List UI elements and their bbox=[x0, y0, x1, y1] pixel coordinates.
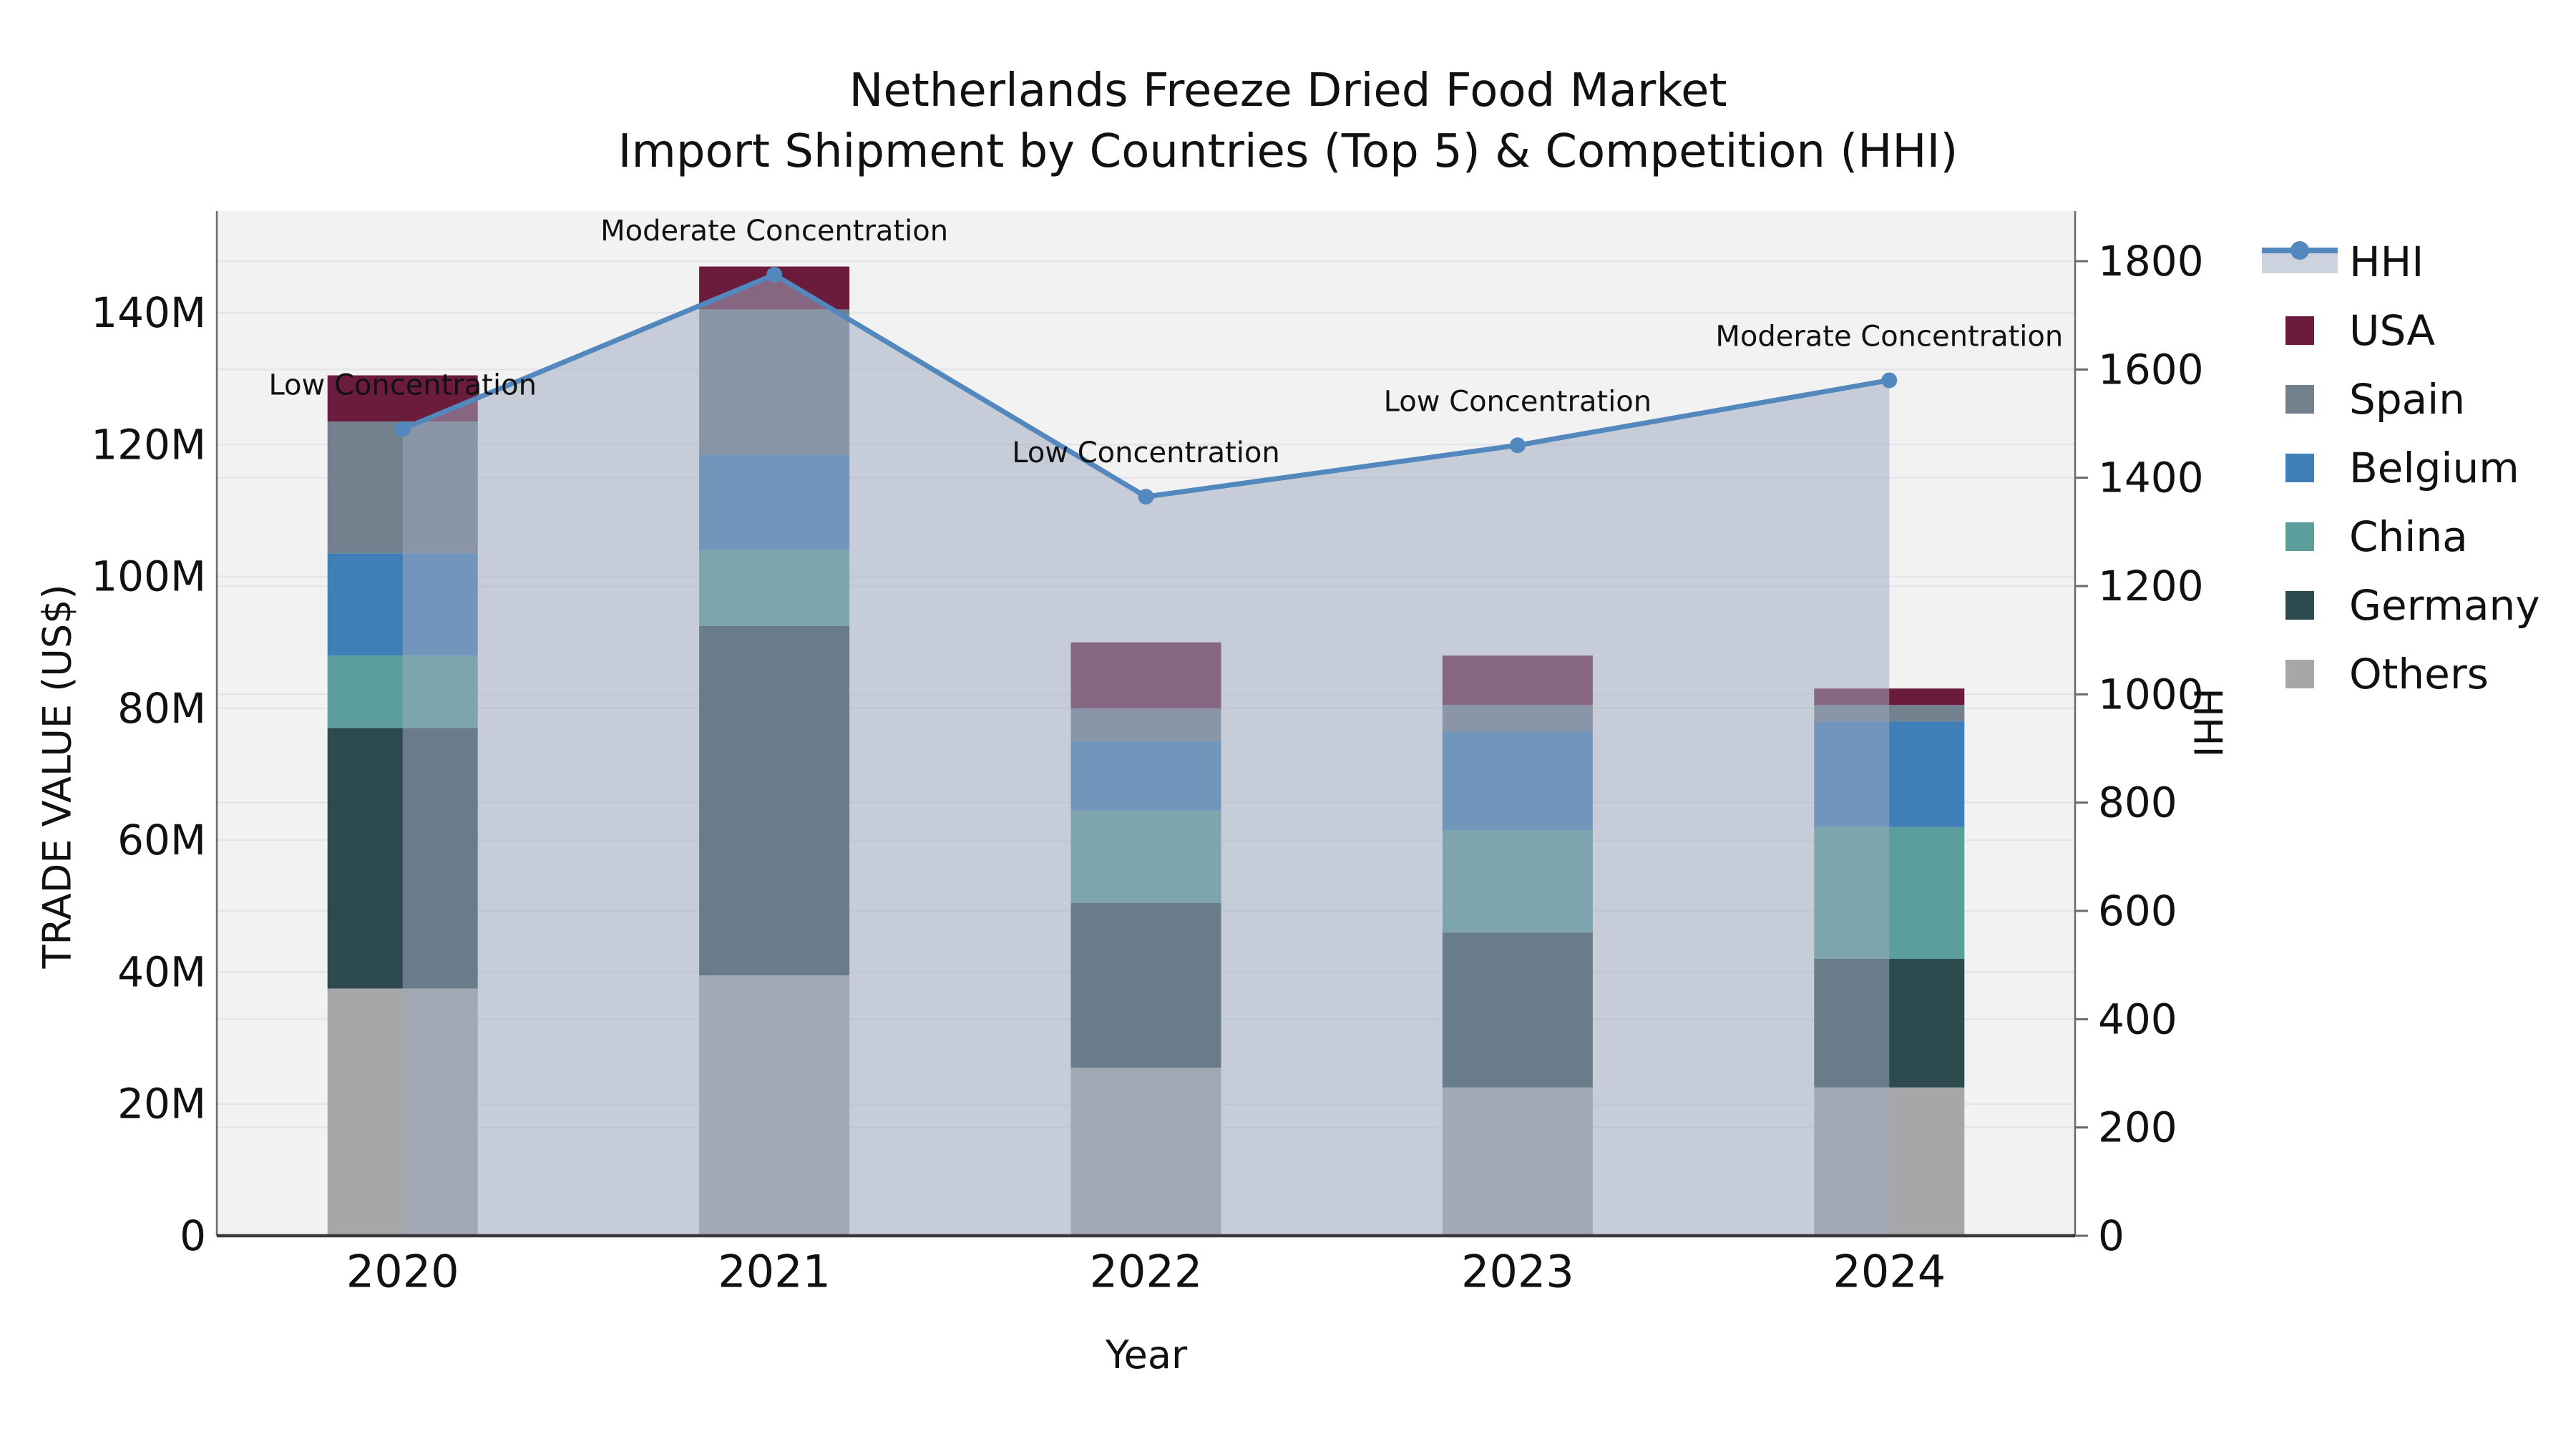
legend-swatch-usa bbox=[2285, 316, 2314, 345]
x-tick-label-2024: 2024 bbox=[1833, 1245, 1946, 1297]
legend-label-usa: USA bbox=[2349, 306, 2436, 355]
y-left-tick-label-120M: 120M bbox=[91, 420, 206, 469]
y-right-tick-label-800: 800 bbox=[2098, 779, 2177, 827]
hhi-marker-2021 bbox=[766, 266, 783, 283]
annotation-2020: Low Concentration bbox=[268, 369, 536, 402]
legend-item-usa: USA bbox=[2258, 296, 2540, 365]
legend-label-spain: Spain bbox=[2349, 375, 2466, 424]
x-tick-label-2021: 2021 bbox=[718, 1245, 831, 1297]
legend-hhi-symbol bbox=[2258, 241, 2342, 273]
y-right-tick-label-1600: 1600 bbox=[2098, 345, 2204, 394]
legend-swatch-germany bbox=[2285, 591, 2314, 620]
x-tick-label-2022: 2022 bbox=[1090, 1245, 1203, 1297]
legend-label-belgium: Belgium bbox=[2349, 444, 2519, 492]
x-axis-label: Year bbox=[1105, 1332, 1188, 1377]
hhi-marker-2022 bbox=[1138, 489, 1154, 505]
y-right-tick-label-0: 0 bbox=[2098, 1211, 2124, 1260]
annotation-2022: Low Concentration bbox=[1012, 436, 1279, 469]
y-right-tick-label-600: 600 bbox=[2098, 887, 2177, 935]
y-right-tick-label-400: 400 bbox=[2098, 995, 2177, 1043]
legend-item-belgium: Belgium bbox=[2258, 434, 2540, 502]
hhi-marker-icon bbox=[2290, 241, 2309, 260]
legend-item-others: Others bbox=[2258, 640, 2540, 708]
y-left-tick-label-60M: 60M bbox=[117, 816, 206, 864]
chart-title-line1: Netherlands Freeze Dried Food Market bbox=[849, 64, 1727, 117]
x-tick-label-2020: 2020 bbox=[346, 1245, 459, 1297]
annotation-2021: Moderate Concentration bbox=[600, 215, 948, 248]
x-tick-label-2023: 2023 bbox=[1461, 1245, 1574, 1297]
legend-label-hhi: HHI bbox=[2349, 238, 2424, 286]
hhi-marker-2024 bbox=[1881, 372, 1898, 389]
y-left-tick-label-20M: 20M bbox=[117, 1080, 206, 1128]
legend-swatch-others bbox=[2285, 660, 2314, 688]
y-left-tick-label-0: 0 bbox=[180, 1211, 206, 1260]
y-axis-label-right: HHI bbox=[2185, 688, 2230, 758]
legend-label-china: China bbox=[2349, 512, 2468, 561]
legend-label-germany: Germany bbox=[2349, 581, 2540, 630]
y-axis-label-left: TRADE VALUE (US$) bbox=[34, 584, 80, 969]
y-left-tick-label-40M: 40M bbox=[117, 947, 206, 996]
y-left-tick-label-140M: 140M bbox=[91, 288, 206, 337]
hhi-marker-2023 bbox=[1509, 437, 1526, 454]
legend-swatch-china bbox=[2285, 522, 2314, 551]
annotation-2024: Moderate Concentration bbox=[1715, 320, 2063, 353]
y-right-tick-label-200: 200 bbox=[2098, 1103, 2177, 1152]
y-right-tick-label-1000: 1000 bbox=[2098, 670, 2204, 718]
legend-item-spain: Spain bbox=[2258, 365, 2540, 434]
y-right-tick-label-1800: 1800 bbox=[2098, 237, 2204, 286]
y-left-tick-label-100M: 100M bbox=[91, 552, 206, 601]
legend-item-china: China bbox=[2258, 502, 2540, 571]
y-left-tick-label-80M: 80M bbox=[117, 684, 206, 733]
annotation-2023: Low Concentration bbox=[1384, 385, 1652, 418]
legend-label-others: Others bbox=[2349, 650, 2489, 698]
legend-swatch-belgium bbox=[2285, 454, 2314, 482]
y-right-tick-label-1400: 1400 bbox=[2098, 454, 2204, 502]
chart-title-line2: Import Shipment by Countries (Top 5) & C… bbox=[618, 125, 1958, 178]
hhi-marker-2020 bbox=[394, 421, 411, 437]
legend: HHI USA Spain Belgium China Germany Others bbox=[2258, 228, 2540, 708]
legend-swatch-spain bbox=[2285, 385, 2314, 414]
legend-item-germany: Germany bbox=[2258, 571, 2540, 640]
y-right-tick-label-1200: 1200 bbox=[2098, 562, 2204, 610]
legend-item-hhi: HHI bbox=[2258, 228, 2540, 296]
hhi-area-fill bbox=[402, 274, 1890, 1236]
